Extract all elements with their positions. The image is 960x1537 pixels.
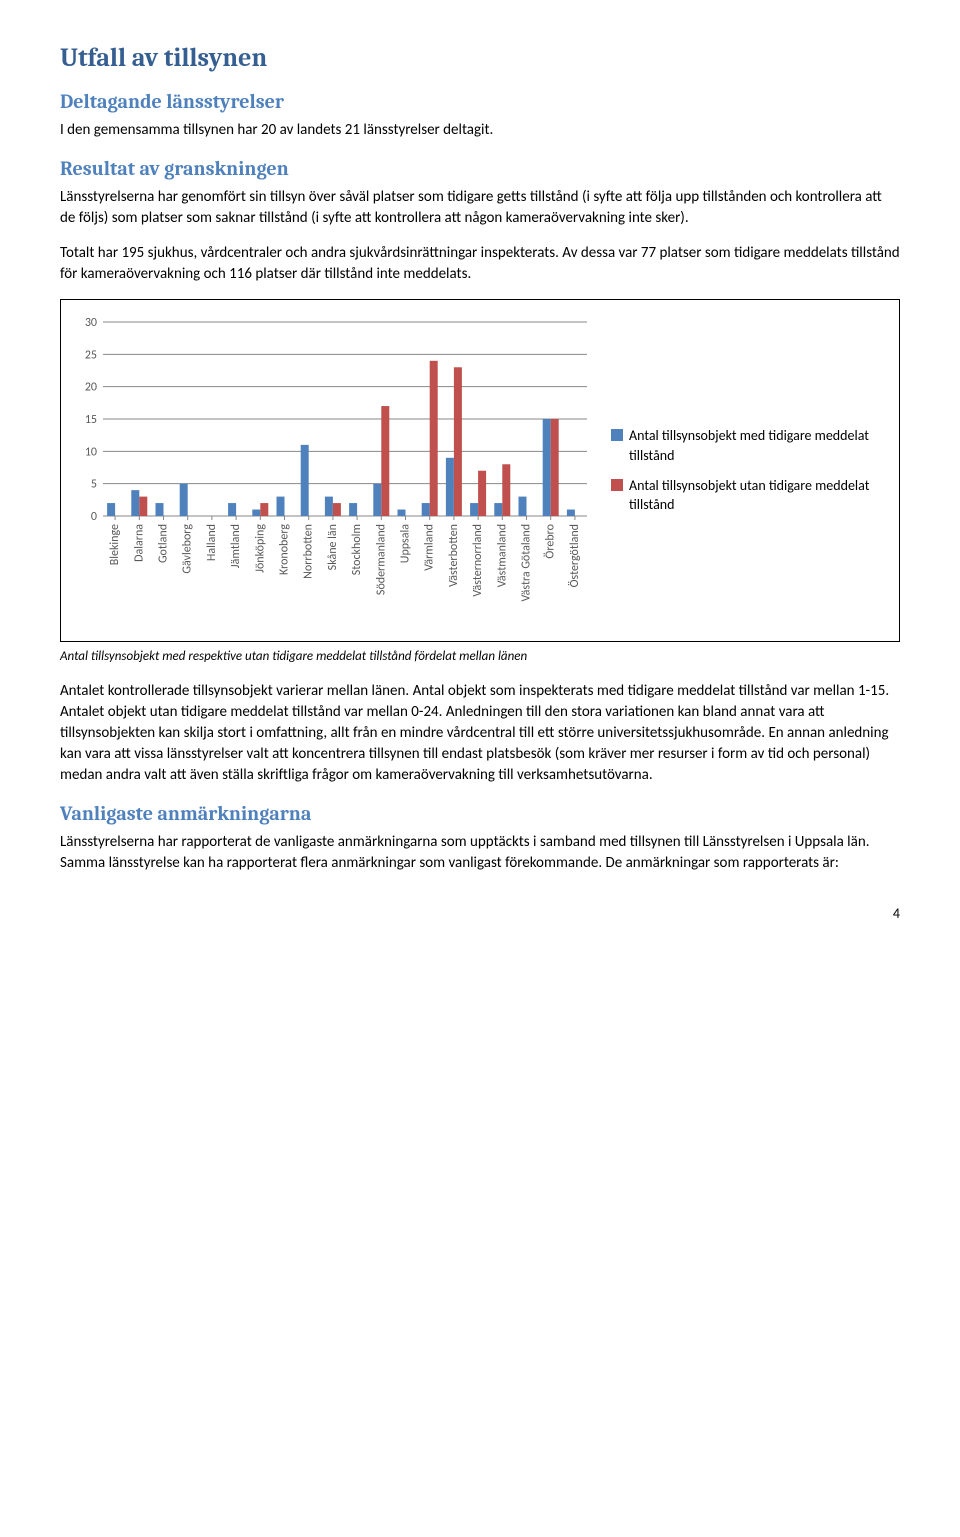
svg-text:Södermanland: Södermanland (374, 524, 388, 595)
svg-text:5: 5 (91, 478, 97, 492)
section-results-title: Resultat av granskningen (60, 155, 900, 183)
section-variation-body: Antalet kontrollerade tillsynsobjekt var… (60, 681, 900, 786)
svg-text:Uppsala: Uppsala (399, 524, 413, 563)
legend-swatch (611, 479, 623, 491)
section-results-p2: Totalt har 195 sjukhus, vårdcentraler oc… (60, 243, 900, 285)
svg-text:Stockholm: Stockholm (350, 524, 364, 575)
svg-text:Skåne län: Skåne län (326, 524, 340, 570)
legend-item: Antal tillsynsobjekt utan tidigare medde… (611, 476, 887, 515)
section-participating-body: I den gemensamma tillsynen har 20 av lan… (60, 120, 900, 141)
svg-text:Västra Götaland: Västra Götaland (520, 524, 534, 602)
svg-text:Västerbotten: Västerbotten (447, 524, 461, 587)
chart-container: 0 5 10 15 20 25 30 Blekinge Dalarna Gotland Gävleb… (60, 299, 900, 642)
bar-chart: 0 5 10 15 20 25 30 Blekinge Dalarna Gotland Gävleb… (73, 316, 593, 633)
svg-text:30: 30 (85, 316, 97, 330)
svg-text:Värmland: Värmland (423, 524, 437, 571)
svg-text:Jämtland: Jämtland (229, 524, 243, 568)
svg-text:15: 15 (85, 413, 97, 427)
svg-text:25: 25 (85, 349, 97, 363)
legend-item: Antal tillsynsobjekt med tidigare meddel… (611, 426, 887, 465)
svg-text:Västernorrland: Västernorrland (471, 524, 485, 597)
chart-caption: Antal tillsynsobjekt med respektive utan… (60, 648, 900, 666)
legend-swatch (611, 429, 623, 441)
svg-text:Gotland: Gotland (157, 524, 171, 563)
svg-text:Kronoberg: Kronoberg (278, 524, 292, 575)
legend-label: Antal tillsynsobjekt med tidigare meddel… (629, 426, 887, 465)
svg-text:20: 20 (85, 381, 97, 395)
legend-label: Antal tillsynsobjekt utan tidigare medde… (629, 476, 887, 515)
svg-text:Jönköping: Jönköping (253, 524, 267, 573)
section-remarks-title: Vanligaste anmärkningarna (60, 800, 900, 828)
svg-text:Halland: Halland (205, 524, 219, 561)
svg-text:Gävleborg: Gävleborg (181, 524, 195, 574)
svg-text:Blekinge: Blekinge (108, 524, 122, 565)
page-number: 4 (60, 904, 900, 924)
svg-text:10: 10 (85, 446, 97, 460)
svg-text:Östergötland: Östergötland (567, 524, 582, 587)
svg-text:Dalarna: Dalarna (132, 524, 146, 562)
svg-text:Örebro: Örebro (543, 524, 558, 559)
chart-legend: Antal tillsynsobjekt med tidigare meddel… (593, 316, 887, 524)
section-results-p1: Länsstyrelserna har genomfört sin tillsy… (60, 187, 900, 229)
page-heading: Utfall av tillsynen (60, 40, 900, 76)
section-participating-title: Deltagande länsstyrelser (60, 88, 900, 116)
svg-text:Norrbotten: Norrbotten (302, 524, 316, 579)
svg-text:0: 0 (91, 510, 97, 524)
svg-text:Västmanland: Västmanland (495, 524, 509, 587)
section-remarks-body: Länsstyrelserna har rapporterat de vanli… (60, 832, 900, 874)
